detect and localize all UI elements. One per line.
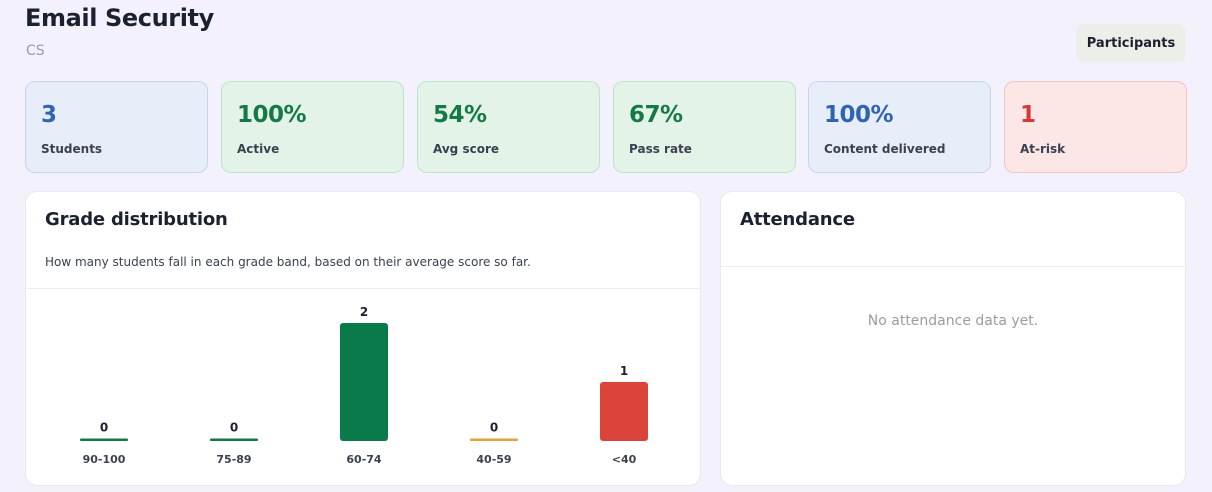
bar-0 <box>80 438 128 441</box>
page-subtitle: CS <box>26 43 45 59</box>
bar-category-label: 90-100 <box>83 453 126 466</box>
stat-label: At-risk <box>1020 142 1066 156</box>
grade-distribution-description: How many students fall in each grade ban… <box>45 255 531 269</box>
stat-value: 1 <box>1020 102 1036 128</box>
stat-card-avg-score: 54% Avg score <box>417 81 600 173</box>
stat-value: 100% <box>237 102 307 128</box>
participants-button[interactable]: Participants <box>1076 24 1186 62</box>
attendance-empty-message: No attendance data yet. <box>867 313 1039 329</box>
stat-card-active: 100% Active <box>221 81 404 173</box>
stat-label: Active <box>237 142 280 156</box>
stat-value: 54% <box>433 102 487 128</box>
stat-card-at-risk: 1 At-risk <box>1004 81 1187 173</box>
attendance-panel: Attendance No attendance data yet. <box>720 191 1186 486</box>
stat-value: 100% <box>824 102 894 128</box>
bar-2 <box>340 323 388 441</box>
bar-value-label: 0 <box>490 421 498 435</box>
page-title: Email Security <box>25 4 214 32</box>
bar-value-label: 0 <box>100 421 108 435</box>
bar-category-label: 60-74 <box>346 453 382 466</box>
bar-category-label: <40 <box>612 453 637 466</box>
bar-category-label: 75-89 <box>216 453 251 466</box>
stat-label: Content delivered <box>824 142 946 156</box>
grade-distribution-panel: Grade distribution How many students fal… <box>25 191 701 486</box>
bar-value-label: 1 <box>620 364 628 378</box>
stat-card-students: 3 Students <box>25 81 208 173</box>
stat-value: 3 <box>41 102 57 128</box>
bar-value-label: 2 <box>360 305 368 319</box>
stat-card-content-delivered: 100% Content delivered <box>808 81 991 173</box>
bar-3 <box>470 438 518 441</box>
stat-value: 67% <box>629 102 683 128</box>
stat-label: Pass rate <box>629 142 692 156</box>
bar-1 <box>210 438 258 441</box>
attendance-title: Attendance <box>740 209 855 230</box>
bar-value-label: 0 <box>230 421 238 435</box>
panel-divider <box>26 288 700 289</box>
bar-category-label: 40-59 <box>476 453 511 466</box>
stat-label: Avg score <box>433 142 500 156</box>
stat-label: Students <box>41 142 103 156</box>
bar-4 <box>600 382 648 441</box>
stat-card-pass-rate: 67% Pass rate <box>613 81 796 173</box>
panel-divider <box>721 266 1185 267</box>
grade-distribution-title: Grade distribution <box>45 209 228 230</box>
grade-distribution-chart: 0 90-100 0 75-89 2 60-74 0 40-59 1 <40 <box>80 305 648 466</box>
